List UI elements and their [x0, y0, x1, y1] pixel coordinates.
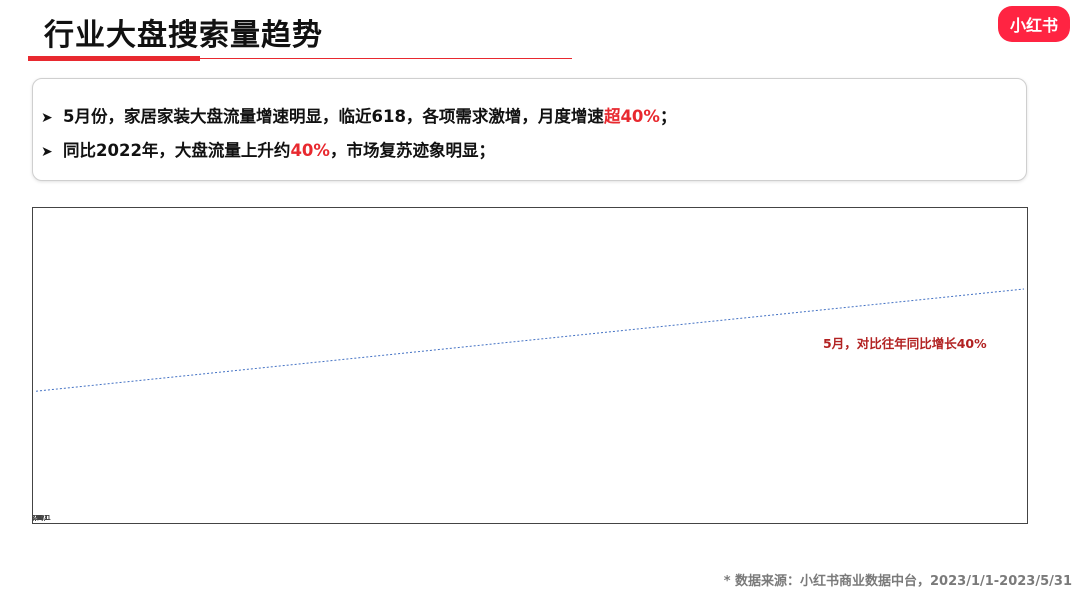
data-source-note: * 数据来源：小红书商业数据中台，2023/1/1-2023/5/31 [723, 574, 1072, 589]
x-tick-label: 2022/10/1 [33, 514, 51, 522]
bullet-1-suffix: ； [659, 107, 677, 126]
x-tick-label: 2023/4/1 [33, 514, 49, 522]
x-tick-label: 2023/1/1 [33, 514, 49, 522]
title-underline-accent [28, 56, 200, 61]
summary-bullet-1: ➤ 5月份，家居家装大盘流量增速明显，临近618，各项需求激增，月度增速超40%； [41, 103, 676, 127]
x-tick-label: 2022/2/1 [33, 514, 49, 522]
arrow-bullet-icon: ➤ [41, 110, 53, 126]
bullet-1-text: 5月份，家居家装大盘流量增速明显，临近618，各项需求激增，月度增速 [63, 107, 604, 126]
summary-bullet-2: ➤ 同比2022年，大盘流量上升约40%，市场复苏迹象明显； [41, 137, 495, 161]
arrow-bullet-icon: ➤ [41, 144, 53, 160]
x-tick-label: 2022/6/1 [33, 514, 49, 522]
summary-box: ➤ 5月份，家居家装大盘流量增速明显，临近618，各项需求激增，月度增速超40%；… [32, 78, 1027, 181]
bullet-1-highlight: 超40% [603, 107, 660, 126]
x-tick-label: 2022/11/1 [33, 514, 51, 522]
bullet-2-highlight: 40% [290, 141, 330, 160]
x-tick-label: 2022/12/1 [33, 514, 51, 522]
x-tick-label: 2/1/1 [33, 514, 51, 522]
x-tick-label: 2022/3/1 [33, 514, 49, 522]
x-tick-label: 2022/8/1 [33, 514, 49, 522]
bullet-2-text: 同比2022年，大盘流量上升约 [63, 141, 291, 160]
x-tick-label: 2022/9/1 [33, 514, 49, 522]
chart-svg: 2/1/12022/2/12022/3/12022/4/12022/5/1202… [33, 208, 1025, 522]
x-tick-label: 2022/7/1 [33, 514, 49, 522]
x-tick-label: 2023/3/1 [33, 514, 49, 522]
x-tick-label: 2023/2/1 [33, 514, 49, 522]
x-tick-label: 2022/4/1 [33, 514, 49, 522]
title-underline-rule [200, 58, 572, 59]
linear-trendline [35, 288, 1025, 392]
xiaohongshu-logo: 小红书 [998, 6, 1070, 42]
page-title: 行业大盘搜索量趋势 [44, 18, 323, 53]
chart-annotation: 5月，对比往年同比增长40% [823, 336, 987, 351]
bullet-2-suffix: ，市场复苏迹象明显； [329, 141, 495, 160]
search-volume-chart: 2/1/12022/2/12022/3/12022/4/12022/5/1202… [32, 207, 1028, 524]
x-tick-label: 2022/5/1 [33, 514, 49, 522]
x-tick-label: 2023/5/1 [33, 514, 49, 522]
